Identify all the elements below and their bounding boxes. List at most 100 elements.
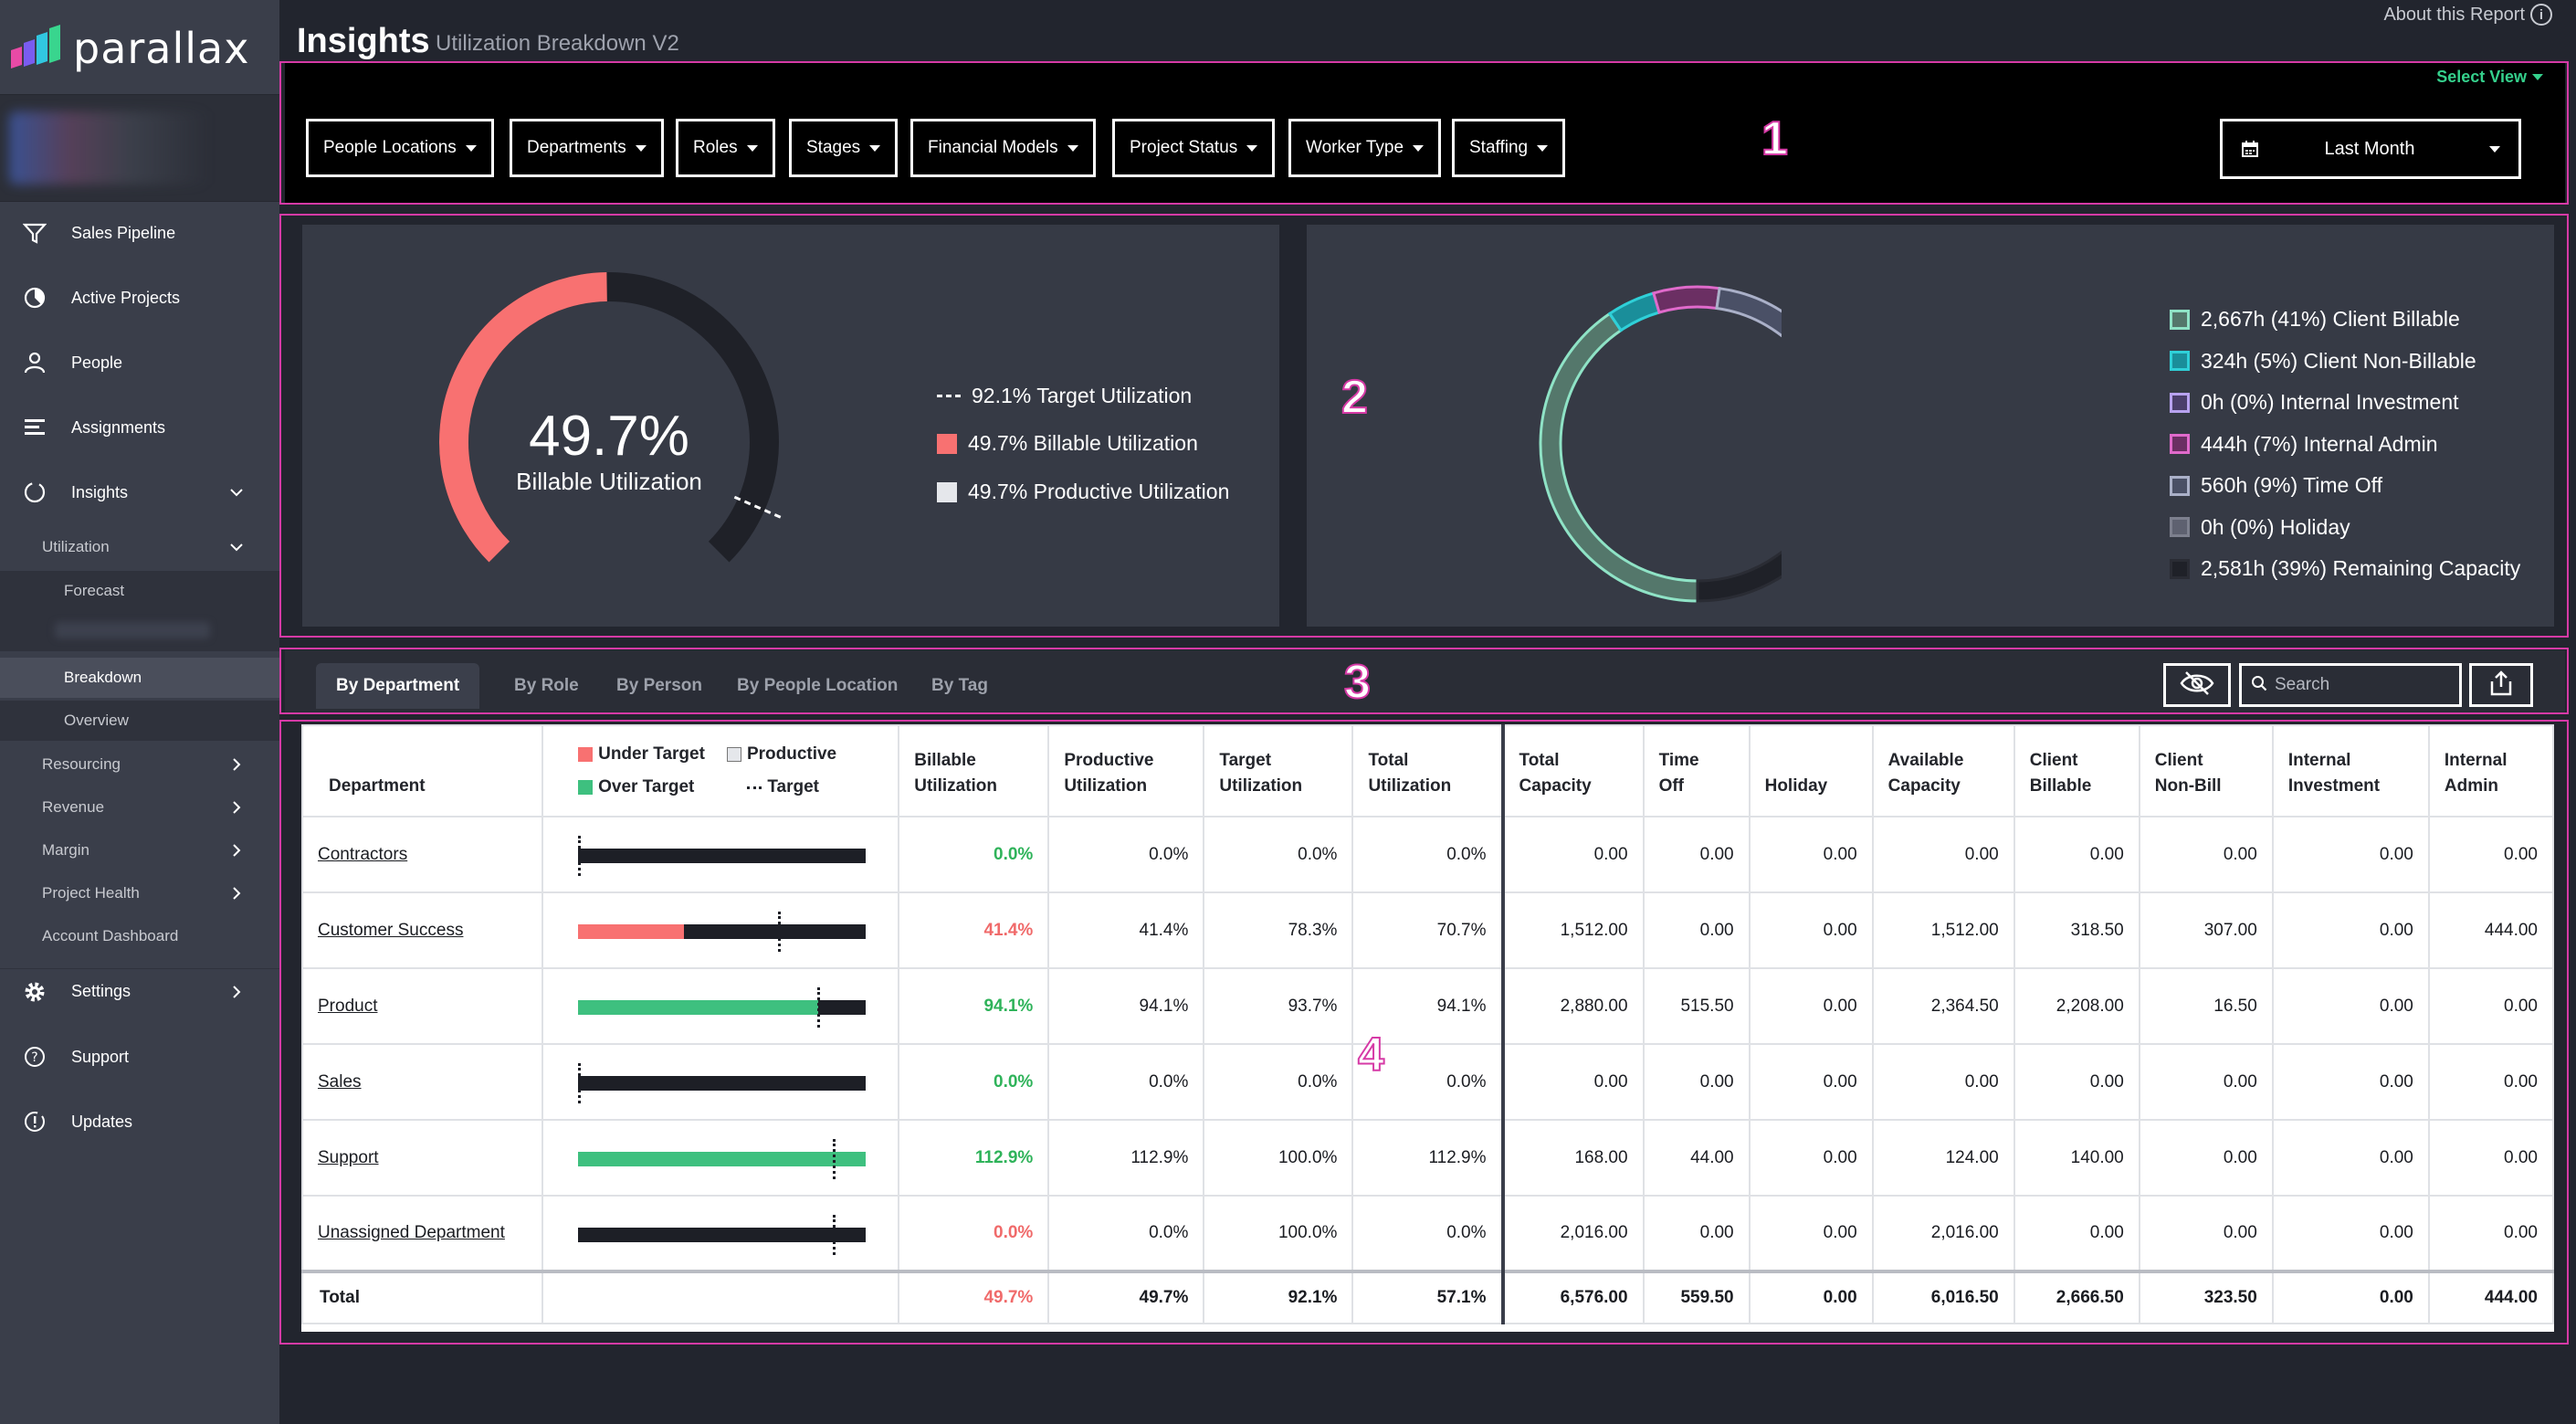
caret-down-icon [635,144,647,152]
user-profile[interactable] [0,94,279,202]
department-link[interactable]: Product [318,996,378,1016]
sidebar-item-breakdown[interactable]: Breakdown [0,658,279,698]
sidebar-item-settings[interactable]: Settings [0,968,279,1014]
sidebar-item-active-projects[interactable]: Active Projects [0,275,279,321]
table-cell: 0.0% [898,1195,1050,1272]
sidebar-item-utilization[interactable]: Utilization [0,527,279,567]
about-report-link[interactable]: About this Report i [2383,4,2552,26]
sidebar-item-revenue[interactable]: Revenue [0,787,279,828]
caret-down-icon [746,144,758,152]
chevron-down-icon [228,484,245,501]
donut-legend-item: 324h (5%) Client Non-Billable [2170,349,2476,374]
table-cell: 0.00 [1642,1195,1751,1272]
table-cell: 112.9% [898,1119,1050,1197]
funnel-icon [22,220,47,246]
table-cell: 0.00 [2271,1195,2430,1272]
filter-stages[interactable]: Stages [789,119,899,177]
column-header-line: Productive [1064,751,1154,770]
department-link[interactable]: Unassigned Department [318,1223,505,1242]
sidebar-item-overview[interactable]: Overview [0,701,279,741]
select-view-dropdown[interactable]: Select View [2436,68,2543,87]
column-header[interactable]: Available Capacity [1871,724,2015,817]
column-header[interactable]: Target Utilization [1203,724,1354,817]
column-header[interactable]: Total Utilization [1351,724,1505,817]
insights-icon [22,480,47,505]
table-row: Product 94.1% 94.1% 93.7% 94.1% 2,880.00 515.5… [300,967,2555,1045]
column-header[interactable]: Holiday [1748,724,1874,817]
caret-down-icon [2532,74,2543,80]
app-logo[interactable]: parallax [7,16,249,80]
department-link[interactable]: Sales [318,1071,362,1092]
search-field[interactable] [2239,663,2462,707]
filter-staffing[interactable]: Staffing [1452,119,1566,177]
sidebar-item-hidden[interactable] [0,611,279,651]
column-header-legend: Under Target Productive Over Target Targ… [541,724,900,817]
legend-label: 49.7% Billable Utilization [968,431,1198,455]
column-header[interactable]: Client Non-Bill [2138,724,2274,817]
column-header[interactable]: Client Billable [2013,724,2140,817]
department-link[interactable]: Customer Success [318,920,464,940]
utilization-bar-cell [541,1119,900,1197]
tab-by-role[interactable]: By Role [494,663,599,709]
chevron-right-icon [228,799,245,816]
filter-people-locations[interactable]: People Locations [306,119,494,177]
column-header[interactable]: Time Off [1642,724,1751,817]
sidebar-item-forecast[interactable]: Forecast [0,571,279,611]
table-cell: 100.0% [1203,1119,1354,1197]
swatch [937,433,957,454]
filter-project-status[interactable]: Project Status [1112,119,1276,177]
sidebar-item-resourcing[interactable]: Resourcing [0,744,279,785]
table-cell: 0.00 [2427,1119,2555,1197]
tab-by-department[interactable]: By Department [316,663,480,709]
column-header-line: Utilization [1219,776,1303,796]
table-cell: 0.00 [2138,816,2274,893]
table-body: Contractors 0.0% 0.0% 0.0% 0.0% 0.00 0.00 0.00 0… [300,816,2555,1324]
calendar-icon [2241,140,2259,158]
sidebar-item-label: Active Projects [71,288,181,307]
column-visibility-button[interactable] [2163,663,2231,707]
blurred-text [55,622,210,638]
filter-departments[interactable]: Departments [510,119,664,177]
column-header-line: Admin [2444,776,2498,796]
export-button[interactable] [2469,663,2533,707]
column-header-line: Client [2154,751,2203,770]
column-header[interactable]: Billable Utilization [898,724,1050,817]
sidebar-item-sales-pipeline[interactable]: Sales Pipeline [0,210,279,256]
department-link[interactable]: Contractors [318,844,408,864]
column-header-department[interactable]: Department [300,724,544,817]
sidebar-item-insights[interactable]: Insights [0,469,279,515]
search-input[interactable] [2275,675,2439,695]
sidebar-item-people[interactable]: People [0,340,279,385]
table-cell: 0.0% [898,1043,1050,1121]
filter-roles[interactable]: Roles [676,119,775,177]
utilization-bar-cell [541,1270,900,1324]
table-cell: 93.7% [1203,967,1354,1045]
column-header[interactable]: Productive Utilization [1047,724,1205,817]
filter-worker-type[interactable]: Worker Type [1288,119,1442,177]
annotation-box-1 [279,61,2569,205]
swatch [937,481,957,502]
tab-by-tag[interactable]: By Tag [911,663,1008,709]
department-cell: Product [300,967,544,1045]
tab-by-people-location[interactable]: By People Location [717,663,918,709]
breakdown-donut-panel: 2,667h (41%) Client Billable 324h (5%) Cl… [1307,225,2554,627]
table-row: Support 112.9% 112.9% 100.0% 112.9% 168.00 44.… [300,1119,2555,1197]
column-header[interactable]: Internal Investment [2271,724,2430,817]
sidebar-item-updates[interactable]: Updates [0,1099,279,1144]
swatch [2170,517,2190,537]
tab-by-person[interactable]: By Person [596,663,722,709]
column-header[interactable]: Internal Admin [2427,724,2555,817]
legend-under-target: Under Target [578,742,705,767]
sidebar-item-support[interactable]: ? Support [0,1034,279,1080]
date-range-select[interactable]: Last Month [2220,119,2521,179]
filter-financial-models[interactable]: Financial Models [910,119,1096,177]
column-header[interactable]: Total Capacity [1501,724,1645,817]
donut-legend-item: 2,581h (39%) Remaining Capacity [2170,556,2520,581]
table-cell: 323.50 [2138,1270,2274,1324]
sidebar-item-margin[interactable]: Margin [0,830,279,870]
share-icon [2488,670,2514,701]
sidebar-item-account-dashboard[interactable]: Account Dashboard [0,916,279,956]
department-link[interactable]: Support [318,1147,379,1167]
sidebar-item-project-health[interactable]: Project Health [0,873,279,913]
sidebar-item-assignments[interactable]: Assignments [0,405,279,450]
